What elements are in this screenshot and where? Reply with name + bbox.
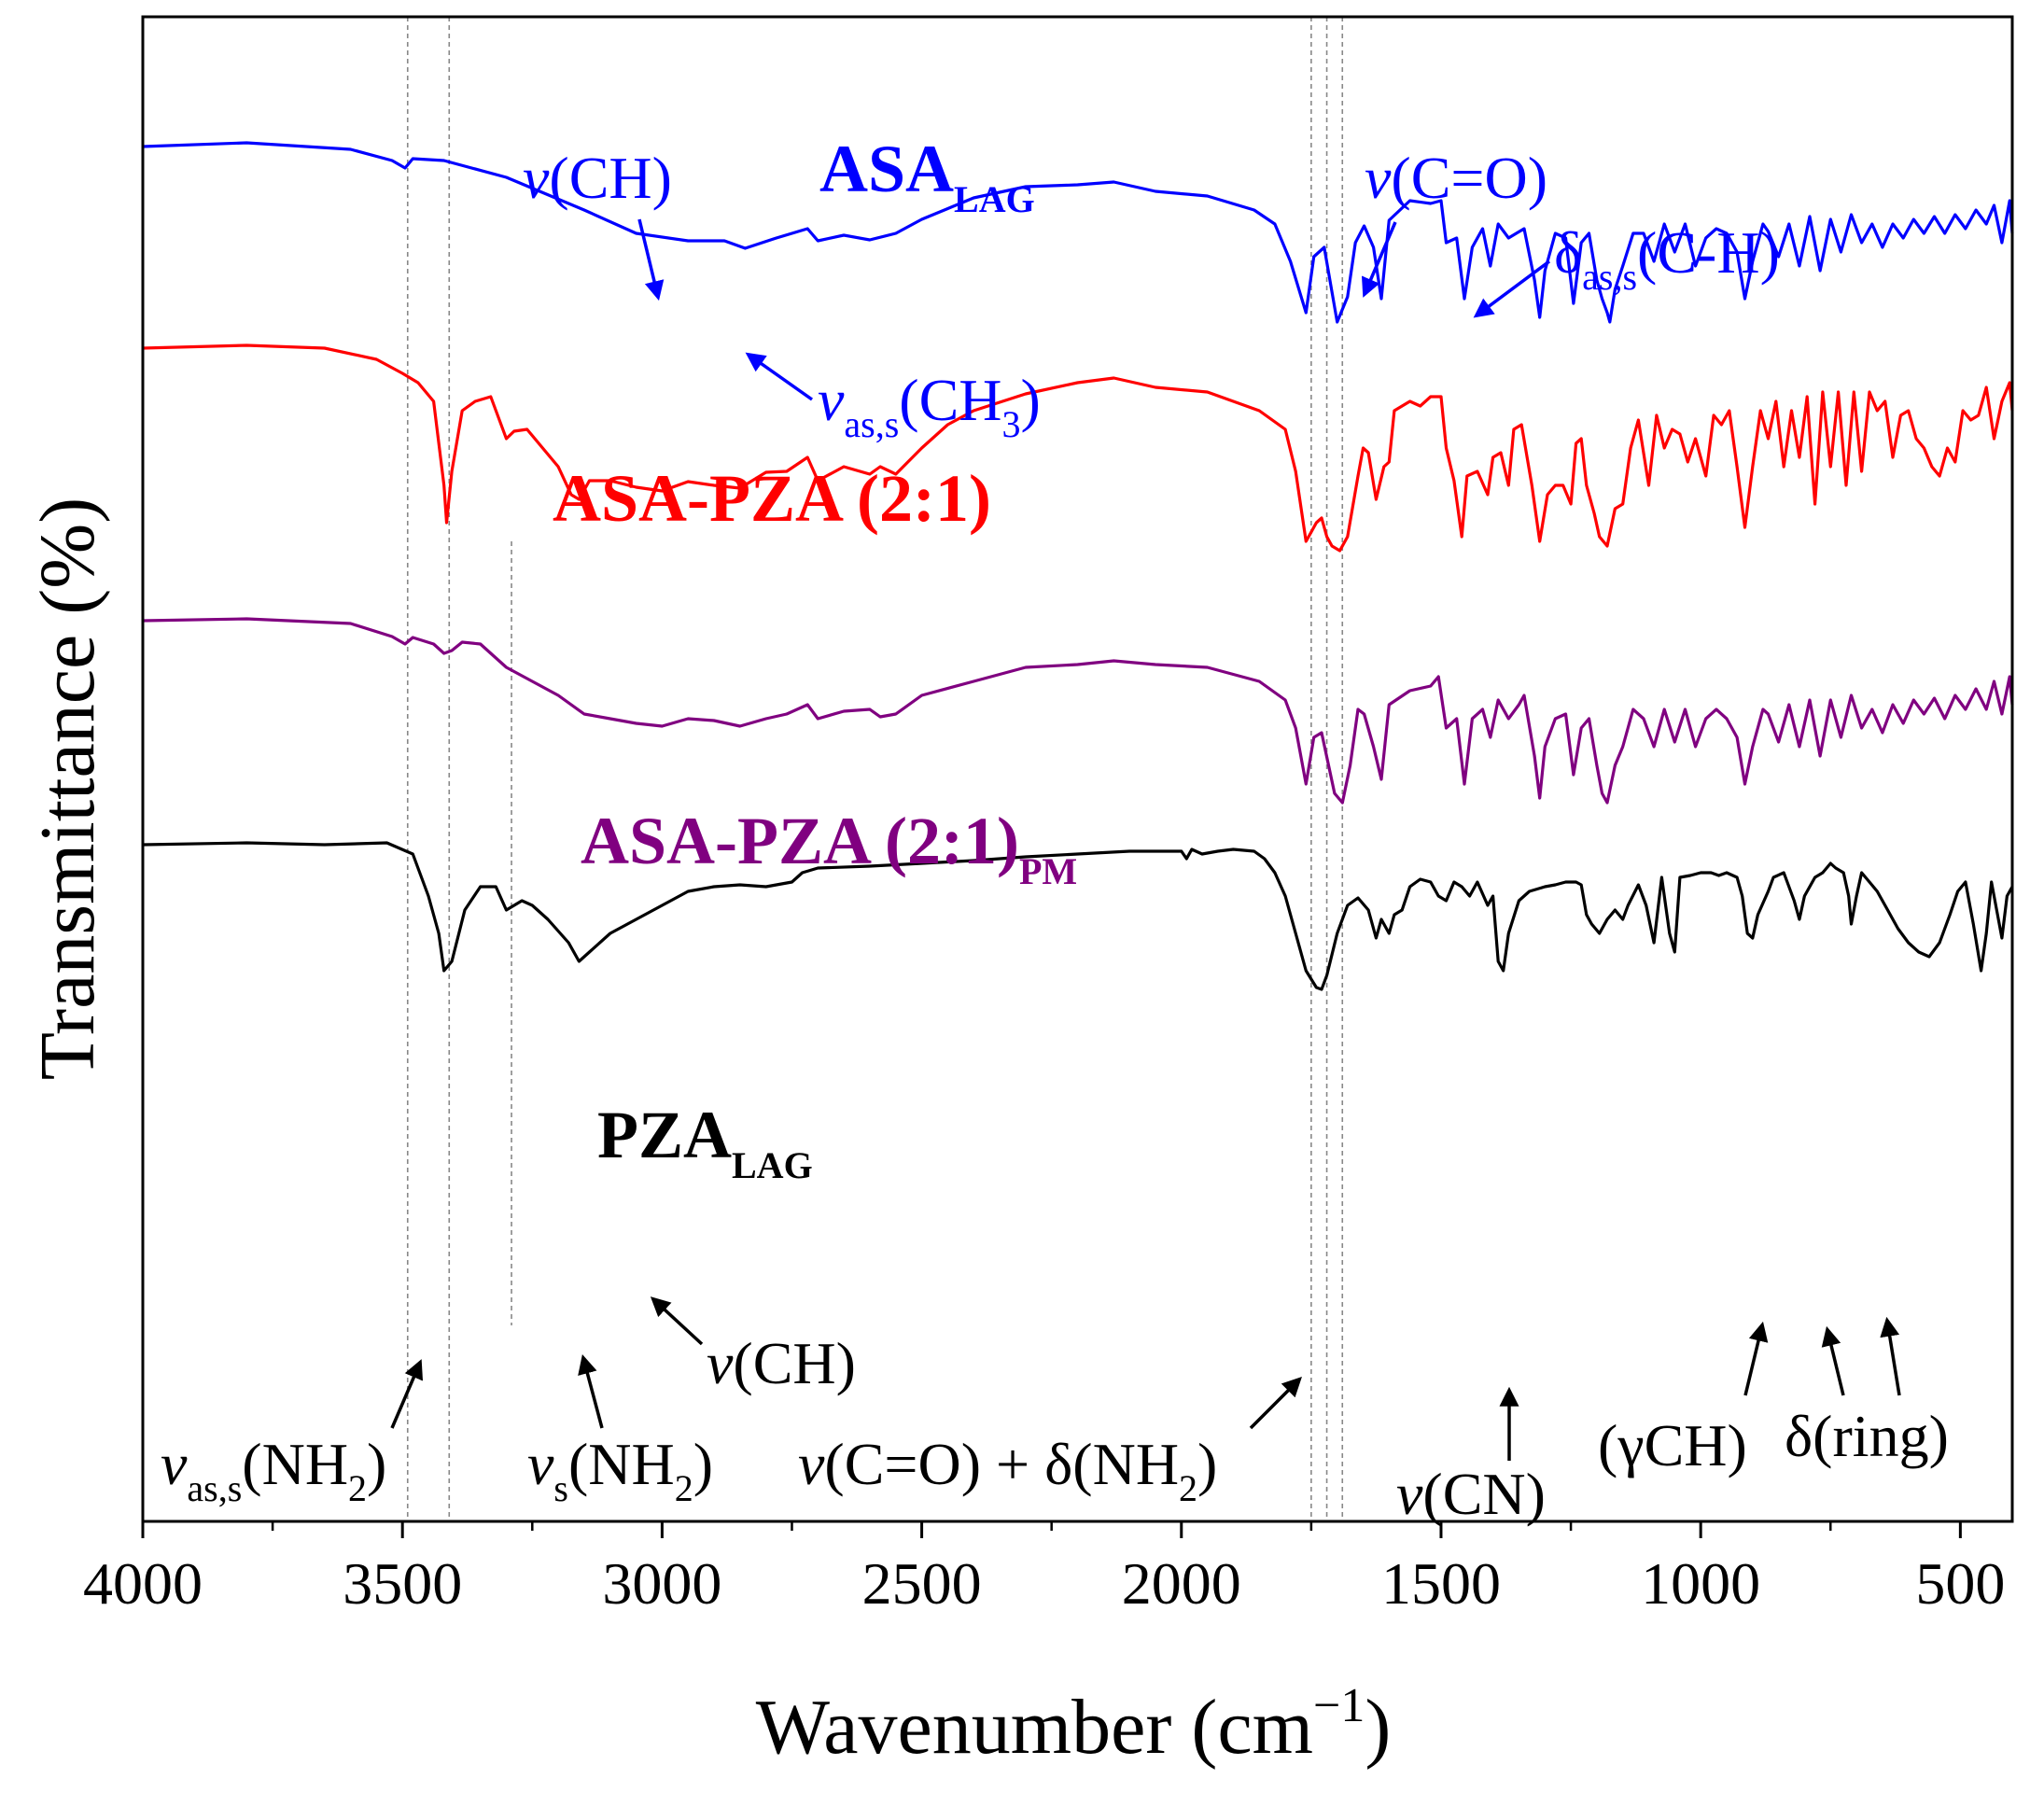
annotation-asa-vch-arrow	[637, 218, 665, 301]
annotation-pza-vnh2-s-arrow	[578, 1353, 604, 1429]
series-line-3	[142, 841, 2014, 991]
annotation-pza-vcn-text: ν(CN)	[1396, 1461, 1546, 1527]
series-label-asa-pza: ASA-PZA (2:1)	[553, 461, 991, 536]
annotation-pza-gch-text: (γCH)	[1598, 1412, 1747, 1478]
annotation-pza-gch: (γCH)	[1598, 1321, 1769, 1478]
series-label-asa-pza-pm-main: ASA-PZA (2:1)	[581, 804, 1019, 878]
series-label-asa-pza-pm-sub: PM	[1019, 850, 1077, 892]
annotation-pza-vnh2-s: νs(NH2)	[527, 1353, 713, 1509]
annotation-pza-vnh2-as-arrow	[390, 1359, 424, 1429]
x-tick-label-1000: 1000	[1641, 1550, 1760, 1617]
x-axis-title: Wavenumber (cm−1)	[756, 1679, 1392, 1771]
annotation-pza-vco-arrow	[1249, 1377, 1302, 1430]
series-label-pza-lag: PZALAG	[597, 1098, 813, 1186]
annotation-asa-dch-arrow	[1473, 259, 1551, 318]
annotation-pza-gch-arrow	[1743, 1321, 1769, 1396]
annotation-asa-vco: ν(C=O)	[1361, 145, 1547, 298]
x-axis-tick-labels: 4000 3500 3000 2500 2000 1500 1000 500	[83, 1550, 2005, 1617]
annotation-asa-vch3: νas,s(CH3)	[745, 352, 1041, 445]
series-label-asa-lag-main: ASA	[819, 132, 954, 206]
x-axis-ticks	[141, 1521, 1962, 1538]
x-tick-label-500: 500	[1915, 1550, 2005, 1617]
series-line-1	[142, 343, 2014, 553]
annotation-pza-vco-text: ν(C=O) + δ(NH2)	[798, 1431, 1217, 1509]
annotation-pza-vcn: ν(CN)	[1396, 1386, 1546, 1527]
annotation-asa-vch3-arrow	[745, 352, 814, 401]
x-axis-title-main: Wavenumber (cm	[756, 1684, 1313, 1771]
x-axis-title-end: )	[1365, 1684, 1391, 1771]
annotation-asa-vch-text: ν(CH)	[523, 145, 672, 211]
x-tick-label-4000: 4000	[83, 1550, 203, 1617]
x-tick-label-3500: 3500	[343, 1550, 462, 1617]
annotation-pza-vnh2-s-text: νs(NH2)	[527, 1431, 713, 1509]
annotation-pza-vnh2-as-text: νas,s(NH2)	[161, 1431, 386, 1509]
annotation-asa-vch: ν(CH)	[523, 145, 672, 301]
annotation-asa-dch: δas,s(C-H)	[1473, 219, 1780, 318]
series-label-asa-lag: ASALAG	[819, 132, 1035, 220]
annotation-pza-dring: δ(ring)	[1785, 1316, 1949, 1469]
series-line-0	[142, 141, 2014, 324]
annotation-asa-vco-arrow	[1361, 221, 1397, 298]
spectra-series	[142, 141, 2014, 991]
annotation-asa-vco-text: ν(C=O)	[1365, 145, 1547, 211]
series-label-pza-lag-main: PZA	[597, 1098, 732, 1172]
x-tick-label-1500: 1500	[1381, 1550, 1501, 1617]
annotation-pza-dring-arrow-1	[1821, 1325, 1845, 1396]
series-label-asa-lag-sub: LAG	[954, 178, 1035, 220]
series-label-asa-pza-pm: ASA-PZA (2:1)PM	[581, 804, 1077, 892]
annotation-pza-vch: ν(CH)	[650, 1296, 856, 1396]
annotation-pza-vco: ν(C=O) + δ(NH2)	[798, 1377, 1302, 1509]
x-axis-title-sup: −1	[1313, 1679, 1365, 1732]
series-label-pza-lag-sub: LAG	[732, 1144, 813, 1186]
y-axis-title: Transmittance (%)	[24, 497, 111, 1080]
annotation-pza-dring-text: δ(ring)	[1785, 1403, 1949, 1469]
x-tick-label-3000: 3000	[602, 1550, 721, 1617]
reference-lines	[406, 17, 1344, 1521]
annotation-pza-vch-arrow	[650, 1296, 704, 1346]
annotation-asa-dch-text: δas,s(C-H)	[1554, 219, 1780, 298]
annotation-asa-vch3-text: νas,s(CH3)	[818, 367, 1041, 445]
annotation-pza-vch-text: ν(CH)	[707, 1330, 856, 1396]
x-tick-label-2500: 2500	[862, 1550, 982, 1617]
x-tick-label-2000: 2000	[1122, 1550, 1241, 1617]
annotation-pza-dring-arrow-2	[1880, 1316, 1901, 1396]
plot-frame	[141, 15, 2014, 1523]
annotation-pza-vnh2-as: νas,s(NH2)	[161, 1359, 424, 1509]
series-line-2	[142, 617, 2014, 805]
